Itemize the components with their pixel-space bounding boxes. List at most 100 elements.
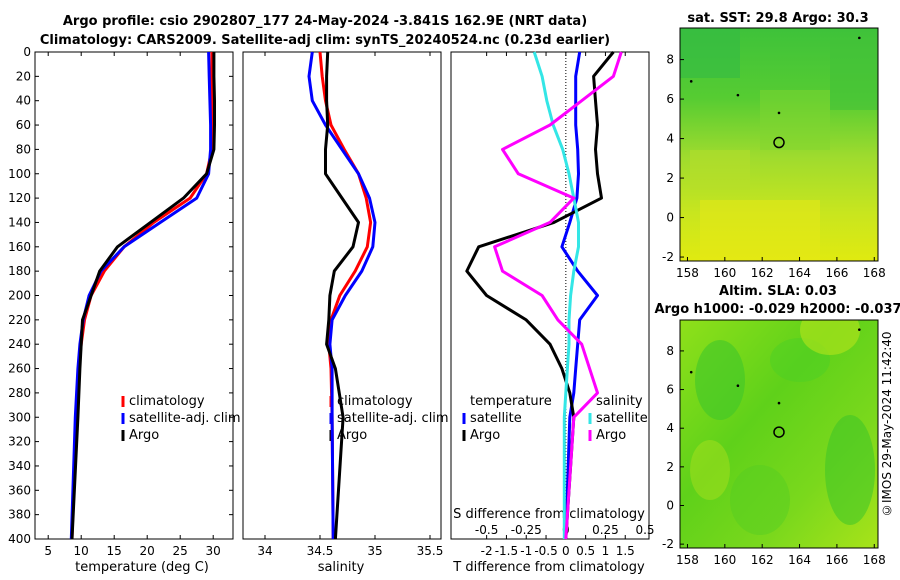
temperature-ytick-label: 180	[8, 264, 31, 278]
legend-label-climatology: climatology	[337, 394, 413, 409]
differences-series-temperature-satellite	[560, 51, 599, 540]
sla_map-island-marker	[858, 328, 861, 331]
temperature-ytick-label: 260	[8, 362, 31, 376]
legend-label-satellite: satellite-adj. clim	[129, 411, 241, 426]
differences-xtick-label: 0.5	[576, 544, 595, 558]
differences-xtick-label: 1	[602, 544, 610, 558]
sst_map-ytick-label: 6	[666, 92, 674, 106]
temperature-ytick-label: 360	[8, 483, 31, 497]
sla_map-ytick-label: 8	[666, 344, 674, 358]
temperature-ytick-label: 140	[8, 215, 31, 229]
differences-xtick-label: -1.5	[495, 544, 518, 558]
s-diff-axis-label: S difference from climatology	[453, 507, 645, 522]
temperature-xtick-label: 15	[107, 544, 122, 558]
temperature-xtick-label: 5	[44, 544, 52, 558]
sla_map-argo-marker	[773, 426, 785, 438]
temperature-ytick-label: 380	[8, 508, 31, 522]
t-diff-x-label: T difference from climatology	[452, 560, 645, 575]
temperature-ytick-label: 280	[8, 386, 31, 400]
sst_map-xtick-label: 160	[713, 266, 736, 280]
temperature-xtick-label: 20	[140, 544, 155, 558]
legend-label-argo: Argo	[129, 428, 159, 443]
legend-label-temp-argo: Argo	[470, 428, 500, 443]
salinity-series-satellite-adj-clim	[307, 51, 377, 540]
sst_map-ytick-label: -2	[662, 250, 674, 264]
sla_map-xtick-label: 158	[676, 553, 699, 567]
sst_map-axes-box	[679, 27, 879, 262]
legend-label-sal-satellite: satellite	[596, 411, 648, 426]
sst_map-island-marker	[689, 80, 693, 83]
temperature-ytick-label: 220	[8, 313, 31, 327]
sla_map-island-marker	[689, 370, 693, 374]
sla_map-ytick-label: 2	[666, 460, 674, 474]
temperature-x-label: temperature (deg C)	[75, 560, 209, 575]
sst-map-field	[680, 28, 878, 261]
sst_map-argo-marker	[773, 136, 785, 149]
differences-series-temperature-argo	[465, 51, 615, 540]
legend-label-climatology: climatology	[129, 394, 205, 409]
temperature-ytick-label: 160	[8, 240, 31, 254]
temperature-ytick-label: 0	[23, 45, 31, 59]
legend-label-sal-argo: Argo	[596, 428, 626, 443]
s-diff-tick-label: 0.25	[592, 523, 619, 537]
sla_map-axes-box	[679, 319, 879, 549]
legend-title-temperature: temperature	[470, 394, 552, 409]
differences-series-salinity-argo	[493, 51, 623, 540]
temperature-ytick-label: 60	[16, 118, 31, 132]
differences-axes-box	[450, 51, 650, 540]
differences-xtick-label: 1.5	[616, 544, 635, 558]
temperature-series-argo	[70, 52, 216, 540]
salinity-x-label: salinity	[318, 560, 365, 575]
sla-map-subtitle: Argo h1000: -0.029 h2000: -0.037	[654, 302, 900, 317]
s-diff-tick-label: -0.5	[475, 523, 498, 537]
salinity-xtick-label: 35	[367, 544, 382, 558]
temperature-ytick-label: 320	[8, 435, 31, 449]
sla-map-title: Altim. SLA: 0.03	[719, 284, 837, 299]
sst_map-xtick-label: 168	[863, 266, 886, 280]
temperature-legend: climatology satellite-adj. clim Argo	[121, 394, 241, 443]
sst-map-title: sat. SST: 29.8 Argo: 30.3	[687, 11, 868, 26]
difference-legend: temperature satellite Argo salinity sate…	[462, 394, 648, 443]
sla_map-xtick-label: 166	[825, 553, 848, 567]
sla_map-xtick-label: 168	[863, 553, 886, 567]
sla_map-island-marker	[777, 401, 781, 405]
temperature-ytick-label: 120	[8, 191, 31, 205]
sst_map-ytick-label: 0	[666, 211, 674, 225]
sst_map-ytick-label: 4	[666, 132, 674, 146]
temperature-xtick-label: 30	[206, 544, 221, 558]
temperature-xtick-label: 25	[173, 544, 188, 558]
differences-xtick-label: -1	[520, 544, 532, 558]
legend-label-temp-satellite: satellite	[470, 411, 522, 426]
sst_map-xtick-label: 164	[788, 266, 811, 280]
temperature-ytick-label: 240	[8, 337, 31, 351]
temperature-ytick-label: 20	[16, 69, 31, 83]
sla-map-field	[680, 320, 878, 548]
sla_map-ytick-label: 0	[666, 498, 674, 512]
sla_map-xtick-label: 162	[751, 553, 774, 567]
differences-xtick-label: 0	[562, 544, 570, 558]
legend-label-satellite: satellite-adj. clim	[337, 411, 449, 426]
sst_map-xtick-label: 162	[751, 266, 774, 280]
sla_map-xtick-label: 160	[713, 553, 736, 567]
sla_map-ytick-label: 4	[666, 421, 674, 435]
temperature-xtick-label: 10	[74, 544, 89, 558]
salinity-xtick-label: 34.5	[307, 544, 334, 558]
temperature-ytick-label: 100	[8, 167, 31, 181]
differences-xtick-label: -2	[481, 544, 493, 558]
salinity-legend: climatology satellite-adj. clim Argo	[329, 394, 449, 443]
sst_map-xtick-label: 166	[825, 266, 848, 280]
legend-label-argo: Argo	[337, 428, 367, 443]
temperature-series-climatology	[70, 52, 214, 540]
legend-title-salinity: salinity	[596, 394, 643, 409]
temperature-ytick-label: 300	[8, 410, 31, 424]
sla_map-ytick-label: 6	[666, 383, 674, 397]
figure-title-line-1: Argo profile: csio 2902807_177 24-May-20…	[62, 14, 588, 29]
temperature-ytick-label: 80	[16, 142, 31, 156]
sst_map-island-marker	[736, 93, 740, 97]
salinity-series-argo	[324, 51, 360, 540]
differences-xtick-label: -0.5	[534, 544, 557, 558]
salinity-xtick-label: 34	[257, 544, 272, 558]
sst_map-island-marker	[858, 36, 861, 40]
temperature-ytick-label: 400	[8, 532, 31, 546]
